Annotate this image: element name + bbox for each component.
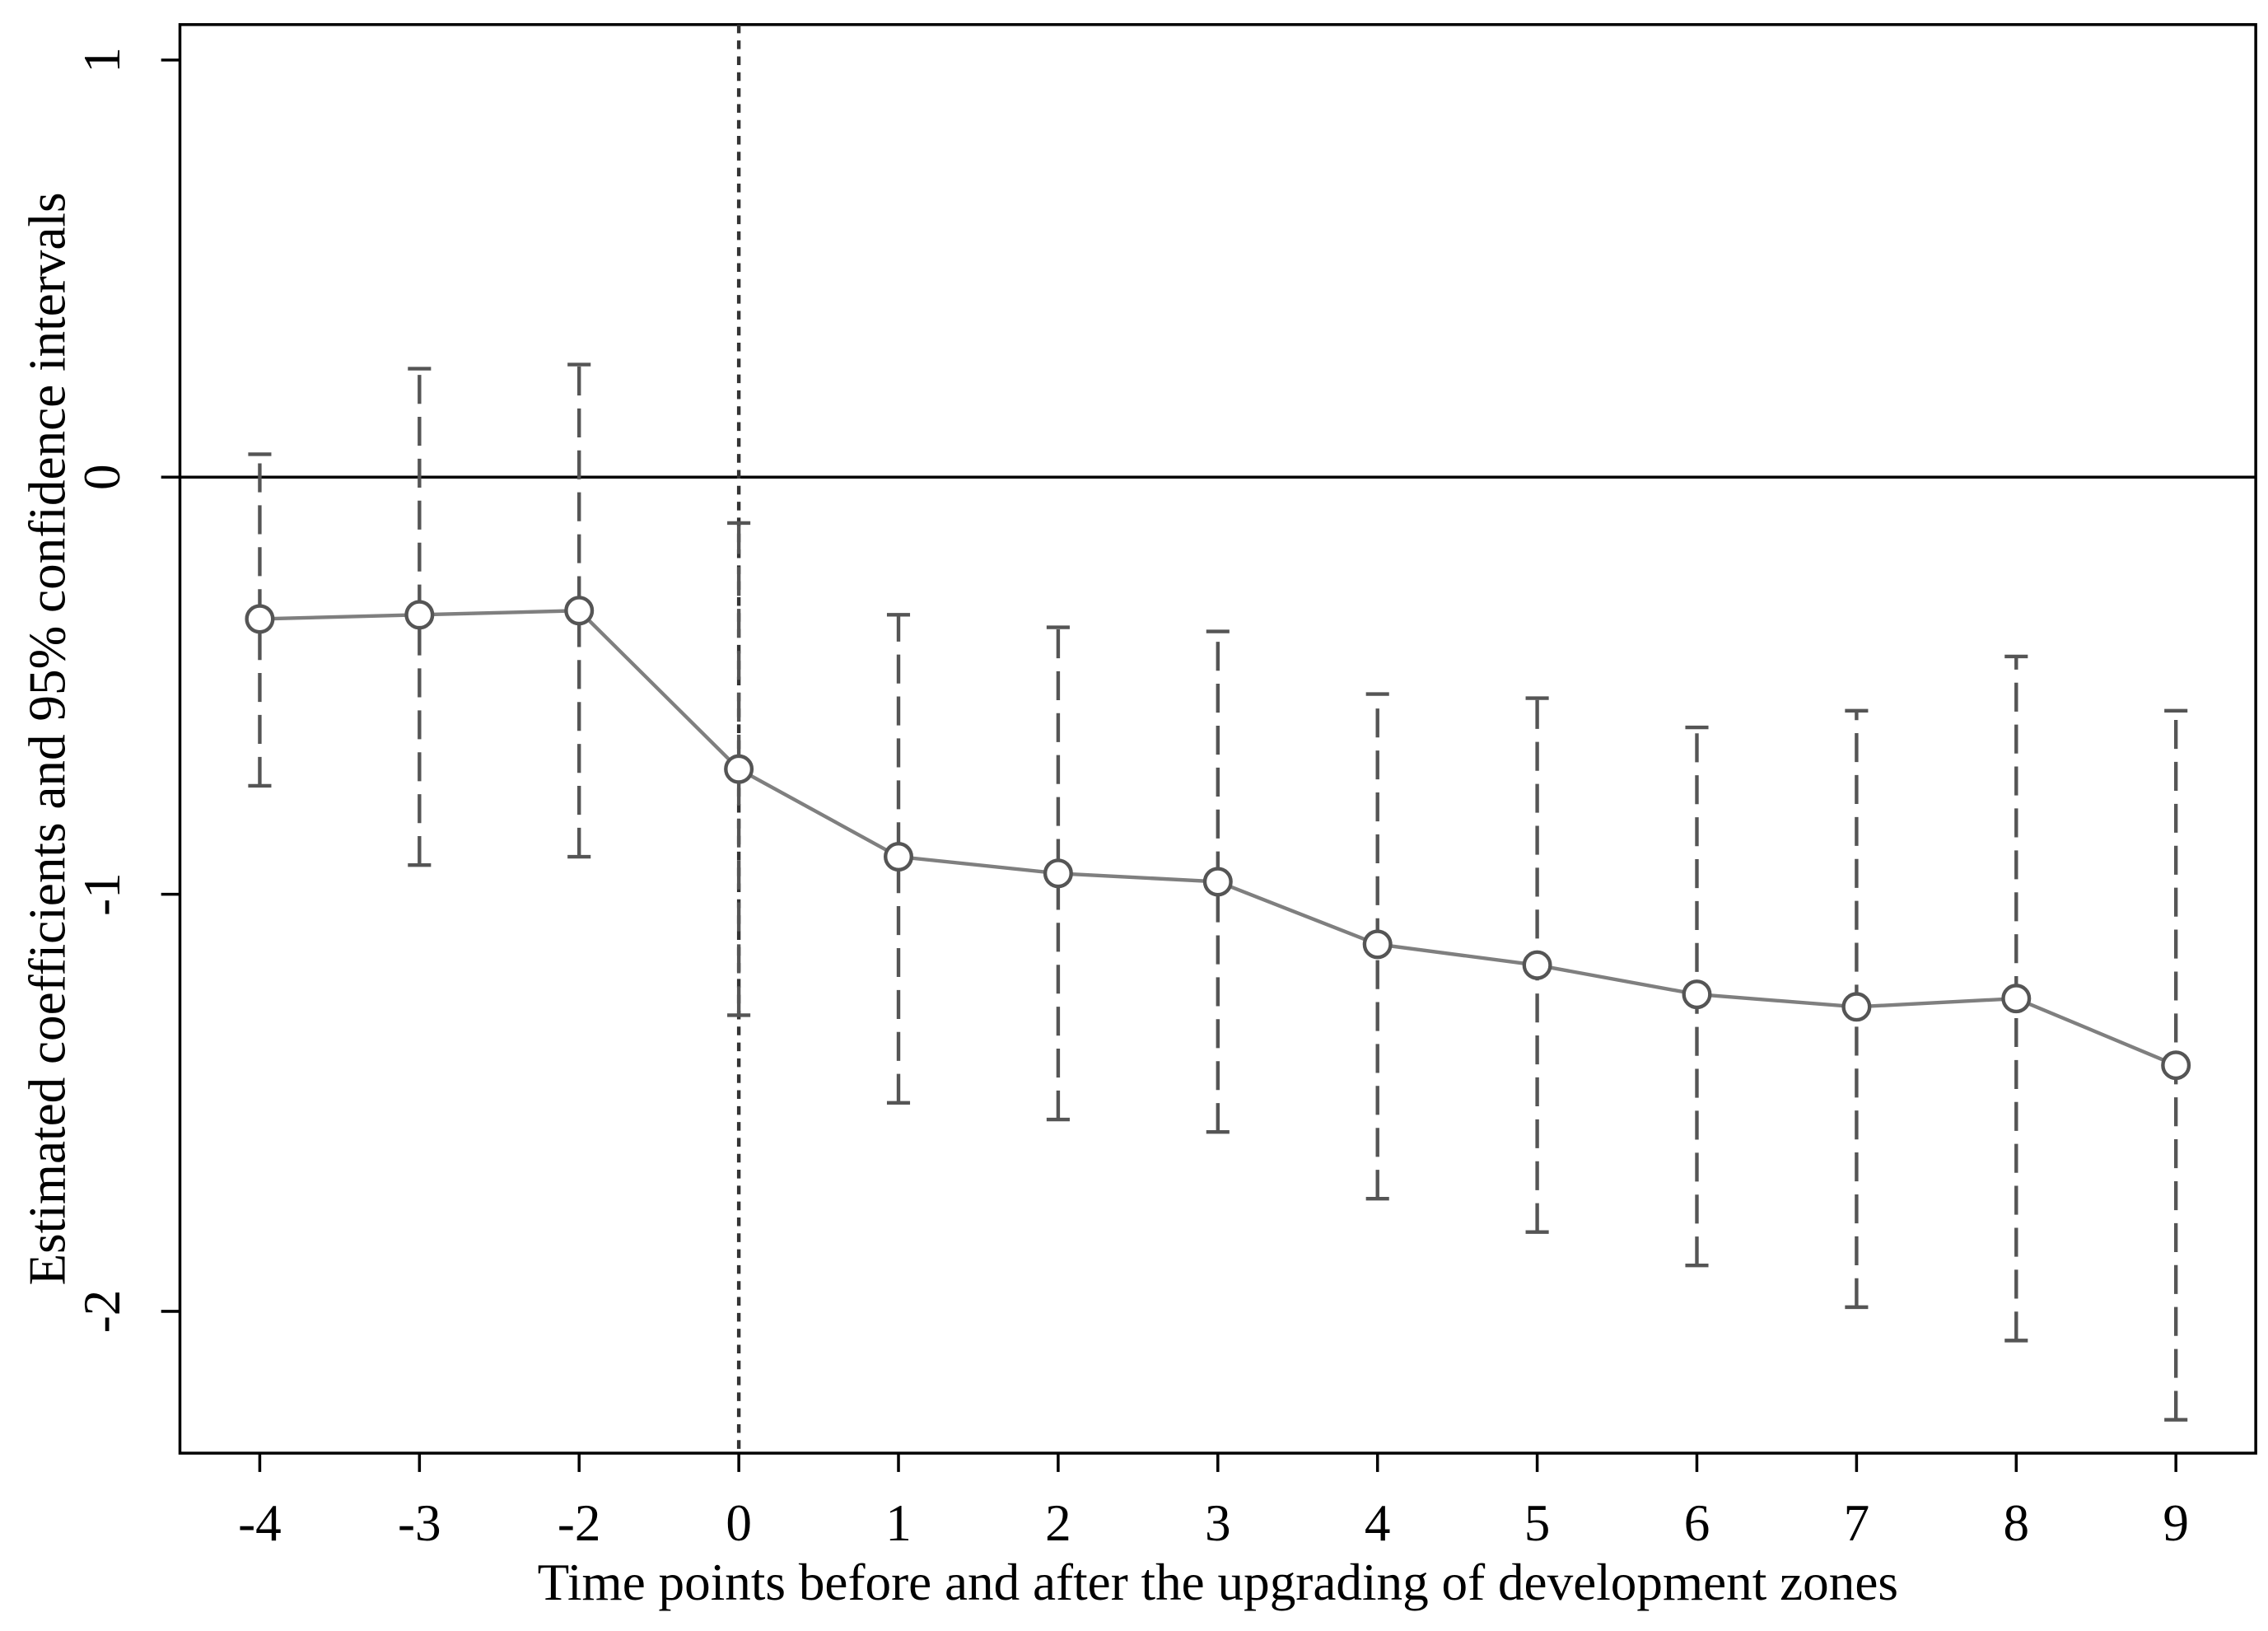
- x-tick-label: 4: [1365, 1494, 1391, 1552]
- y-tick-label: 1: [73, 47, 131, 73]
- estimate-point: [1362, 929, 1393, 960]
- x-tick-label: -4: [238, 1494, 282, 1552]
- x-tick-label: 1: [885, 1494, 912, 1552]
- estimate-point: [404, 600, 435, 630]
- estimate-point: [724, 754, 754, 784]
- x-axis-label: Time points before and after the upgradi…: [538, 1554, 1898, 1611]
- x-tick-label: 2: [1045, 1494, 1071, 1552]
- x-tick-label: 8: [2003, 1494, 2029, 1552]
- estimate-point: [2161, 1050, 2191, 1081]
- x-tick-label: 7: [1844, 1494, 1870, 1552]
- x-tick-label: 9: [2163, 1494, 2189, 1552]
- x-tick-label: 3: [1205, 1494, 1231, 1552]
- x-tick-label: 5: [1524, 1494, 1551, 1552]
- estimate-point: [1841, 992, 1872, 1022]
- y-tick-label: -2: [73, 1290, 131, 1334]
- estimate-point: [1682, 979, 1712, 1010]
- estimate-point: [564, 596, 595, 626]
- estimate-point: [1522, 950, 1552, 980]
- estimate-point: [1043, 858, 1073, 889]
- x-tick-label: 0: [726, 1494, 752, 1552]
- estimate-point: [2001, 984, 2032, 1014]
- y-tick-label: -1: [73, 872, 131, 916]
- estimate-point: [245, 604, 275, 634]
- estimate-point: [1202, 867, 1233, 897]
- estimate-point: [884, 842, 914, 872]
- x-tick-label: -3: [398, 1494, 441, 1552]
- y-axis-label: Estimated coefficients and 95% confidenc…: [19, 192, 77, 1285]
- x-tick-label: -2: [558, 1494, 601, 1552]
- y-tick-label: 0: [73, 464, 131, 490]
- x-tick-label: 6: [1684, 1494, 1710, 1552]
